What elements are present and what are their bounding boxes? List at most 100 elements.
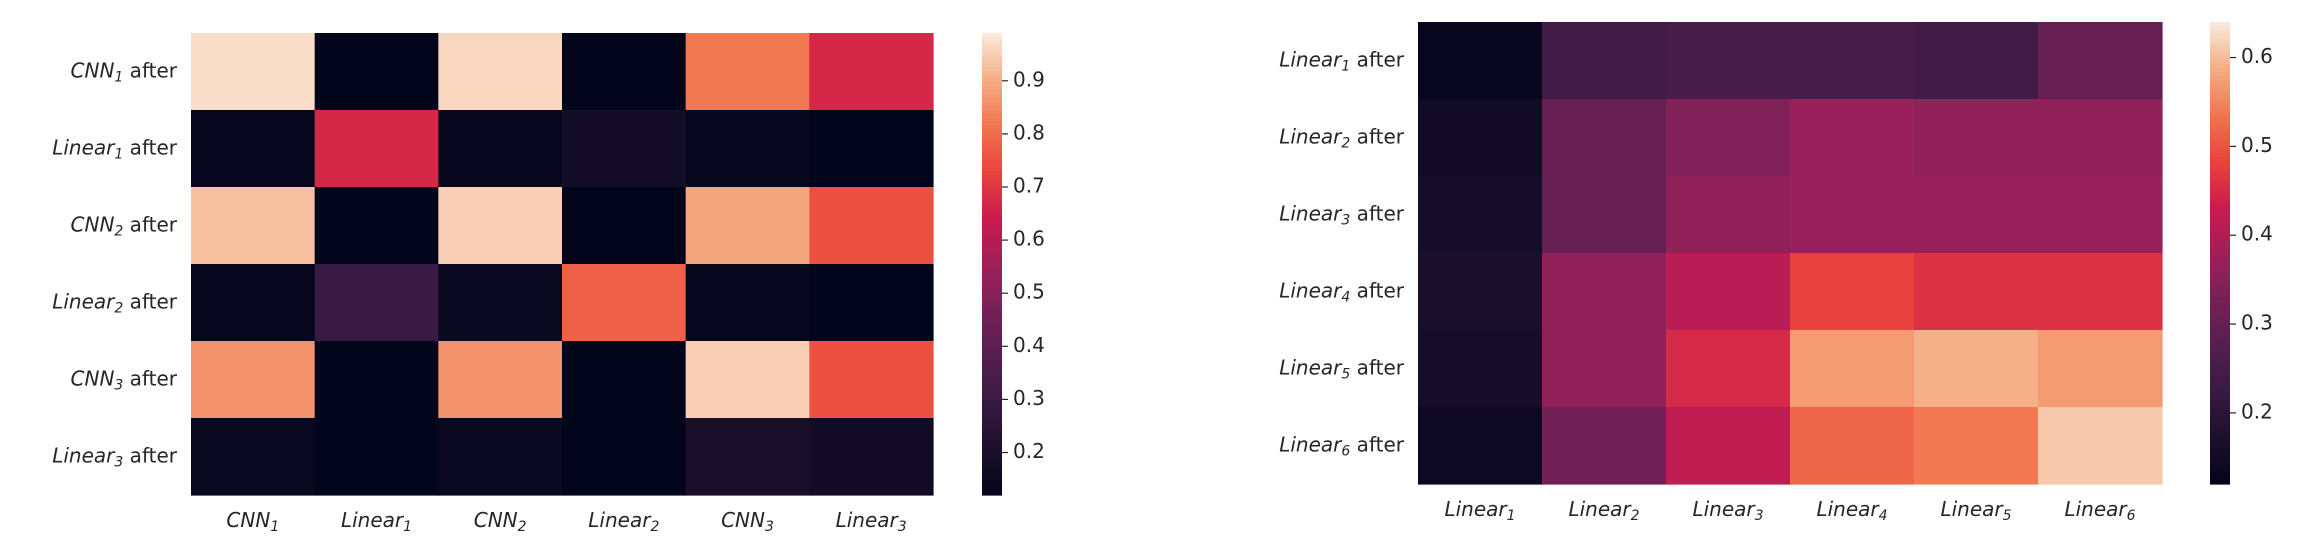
heatmap-2-colorbar-segment xyxy=(2210,380,2230,385)
heatmap-2-colorbar-segment xyxy=(2210,218,2230,223)
heatmap-1-cell-r5-c2 xyxy=(314,341,439,419)
heatmap-2-colorbar-segment xyxy=(2210,118,2230,123)
heatmap-2-colorbar-segment xyxy=(2210,183,2230,189)
heatmap-1-colorbar-segment xyxy=(982,371,1002,377)
heatmap-1-cell-r1-c3 xyxy=(438,33,563,111)
heatmap-1-colorbar-segment xyxy=(982,298,1002,304)
heatmap-1-colorbar-segment xyxy=(982,329,1002,334)
heatmap-2-colorbar-segment xyxy=(2210,356,2230,362)
heatmap-2-colorbar-segment xyxy=(2210,141,2230,146)
heatmap-2-colorbar-segment xyxy=(2210,407,2230,412)
heatmap-2-colorbar-segment xyxy=(2210,41,2230,46)
heatmap-1-colorbar-segment xyxy=(982,460,1002,465)
heatmap-1-colorbar-segment xyxy=(982,456,1002,461)
heatmap-2-colorbar-segment xyxy=(2210,291,2230,296)
heatmap-2-colorbar-segment xyxy=(2210,241,2230,246)
heatmap-1-colorbar-segment xyxy=(982,383,1002,388)
heatmap-1-colorbar-segment xyxy=(982,387,1002,392)
heatmap-2-cell-r5-c5 xyxy=(1914,330,2039,408)
heatmap-2-x-label-2: Linear2 xyxy=(1568,497,1639,525)
heatmap-1-cell-r4-c1 xyxy=(191,264,316,342)
heatmap-1-colorbar-segment xyxy=(982,429,1002,434)
heatmap-1-colorbar-segment xyxy=(982,167,1002,173)
heatmap-1-colorbar-segment xyxy=(982,83,1002,88)
heatmap-1-cell-r2-c3 xyxy=(438,110,563,188)
heatmap-2-colorbar-segment xyxy=(2210,164,2230,169)
heatmap-2-colorbar-segment xyxy=(2210,160,2230,166)
heatmap-2-colorbar-segment xyxy=(2210,110,2230,115)
heatmap-2-colorbar-segment xyxy=(2210,52,2230,58)
heatmap-1-colorbar-segment xyxy=(982,102,1002,107)
heatmap-1-cell-r3-c1 xyxy=(191,187,316,265)
heatmap-2-y-label-5: Linear5 after xyxy=(1279,355,1405,383)
heatmap-2-x-label-6: Linear6 xyxy=(2064,497,2135,525)
heatmap-2-cell-r6-c5 xyxy=(1914,407,2039,485)
heatmap-2-cell-r5-c2 xyxy=(1542,330,1667,408)
heatmap-1-cell-r2-c6 xyxy=(809,110,934,188)
heatmap-2-x-label-3: Linear3 xyxy=(1692,497,1763,525)
heatmap-2-cell-r3-c5 xyxy=(1914,176,2039,254)
heatmap-2-colorbar-segment xyxy=(2210,133,2230,139)
heatmap-1-colorbar-segment xyxy=(982,75,1002,80)
heatmap-1-colorbar-segment xyxy=(982,33,1002,38)
heatmap-2-colorbar-segment xyxy=(2210,199,2230,204)
heatmap-1-colorbar-segment xyxy=(982,348,1002,354)
heatmap-1-cell-r1-c4 xyxy=(562,33,687,111)
heatmap-2-colorbar-segment xyxy=(2210,430,2230,435)
heatmap-2-colorbar-segment xyxy=(2210,22,2230,27)
heatmap-2-colorbar-segment xyxy=(2210,333,2230,339)
heatmap-1-cell-r5-c3 xyxy=(438,341,563,419)
heatmap-1-cell-r5-c6 xyxy=(809,341,934,419)
heatmap-1-colorbar-segment xyxy=(982,210,1002,215)
heatmap-1-x-label-3: CNN2 xyxy=(474,508,527,536)
heatmap-2-colorbar-segment xyxy=(2210,172,2230,177)
heatmap-2-colorbar-segment xyxy=(2210,283,2230,289)
heatmap-2-colorbar-segment xyxy=(2210,237,2230,243)
heatmap-1-x-label-5: CNN3 xyxy=(721,508,774,536)
heatmap-1-colorbar-segment xyxy=(982,391,1002,396)
heatmap-2-x-label-5: Linear5 xyxy=(1940,497,2011,525)
heatmap-1-y-label-6: Linear3 after xyxy=(52,443,178,471)
heatmap-1-colorbar-segment xyxy=(982,144,1002,150)
heatmap-1-colorbar-segment xyxy=(982,110,1002,115)
heatmap-2-colorbar-segment xyxy=(2210,472,2230,477)
heatmap-2-colorbar-segment xyxy=(2210,353,2230,358)
heatmap-2-y-label-1: Linear1 after xyxy=(1279,47,1405,75)
heatmap-1-colorbar-segment xyxy=(982,56,1002,61)
heatmap-1-colorbar-segment xyxy=(982,129,1002,134)
heatmap-1-cell-r2-c1 xyxy=(191,110,316,188)
heatmap-1-colorbar-tick-label: 0.6 xyxy=(1013,227,1045,251)
heatmap-1-colorbar-segment xyxy=(982,367,1002,373)
heatmap-2-y-label-3: Linear3 after xyxy=(1279,201,1405,229)
heatmap-1-colorbar-segment xyxy=(982,306,1002,311)
heatmap-2-colorbar-segment xyxy=(2210,437,2230,443)
heatmap-1-colorbar-segment xyxy=(982,271,1002,277)
heatmap-2-colorbar-segment xyxy=(2210,206,2230,212)
heatmap-2-colorbar-segment xyxy=(2210,60,2230,65)
heatmap-2-x-label-4: Linear4 xyxy=(1816,497,1887,525)
heatmap-1-colorbar-segment xyxy=(982,364,1002,369)
heatmap-1-x-label-4: Linear2 xyxy=(588,508,659,536)
heatmap-2-colorbar-segment xyxy=(2210,295,2230,300)
heatmap-1-colorbar-segment xyxy=(982,202,1002,207)
heatmap-2-colorbar-segment xyxy=(2210,106,2230,112)
heatmap-1-colorbar-segment xyxy=(982,394,1002,400)
heatmap-2-colorbar-segment xyxy=(2210,314,2230,320)
heatmap-1-cell-r1-c5 xyxy=(685,33,810,111)
heatmap-2-colorbar-segment xyxy=(2210,326,2230,331)
heatmap-2-colorbar-tick-label: 0.3 xyxy=(2241,311,2273,335)
heatmap-1-colorbar-segment xyxy=(982,67,1002,73)
heatmap-1-cell-r1-c6 xyxy=(809,33,934,111)
heatmap-2-colorbar-segment xyxy=(2210,68,2230,73)
heatmap-1-colorbar-tick-label: 0.4 xyxy=(1013,333,1045,357)
heatmap-2-colorbar-segment xyxy=(2210,395,2230,400)
heatmap-1-colorbar-segment xyxy=(982,98,1002,103)
heatmap-2-colorbar-segment xyxy=(2210,91,2230,96)
heatmap-1-colorbar-segment xyxy=(982,444,1002,450)
heatmap-2-cell-r4-c4 xyxy=(1790,253,1915,331)
heatmap-1-colorbar-segment xyxy=(982,487,1002,492)
heatmap-2-colorbar-segment xyxy=(2210,418,2230,423)
heatmap-1-colorbar-segment xyxy=(982,406,1002,411)
heatmap-1-colorbar-segment xyxy=(982,475,1002,481)
heatmap-2-colorbar-segment xyxy=(2210,303,2230,308)
